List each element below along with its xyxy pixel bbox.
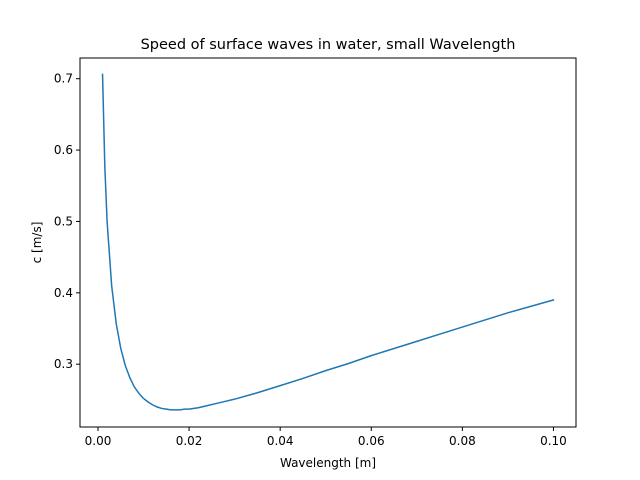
chart-title: Speed of surface waves in water, small W…	[141, 37, 516, 53]
x-axis-label: Wavelength [m]	[280, 456, 376, 470]
x-axis: 0.00 0.02 0.04 0.06 0.08 0.10	[85, 427, 567, 448]
x-tick-label: 0.00	[85, 434, 112, 448]
series-line	[101, 73, 555, 411]
plot-area	[101, 73, 555, 411]
y-tick-label: 0.5	[54, 214, 73, 228]
x-tick-label: 0.10	[540, 434, 567, 448]
y-tick-label: 0.7	[54, 72, 73, 86]
y-tick-label: 0.6	[54, 143, 73, 157]
y-tick-label: 0.3	[54, 357, 73, 371]
y-axis: 0.3 0.4 0.5 0.6 0.7	[54, 72, 80, 371]
x-tick-label: 0.08	[449, 434, 476, 448]
y-axis-label: c [m/s]	[30, 222, 44, 264]
axes-frame	[79, 57, 577, 428]
x-tick-label: 0.04	[267, 434, 294, 448]
y-tick-label: 0.4	[54, 286, 73, 300]
x-tick-label: 0.02	[176, 434, 203, 448]
x-tick-label: 0.06	[358, 434, 385, 448]
